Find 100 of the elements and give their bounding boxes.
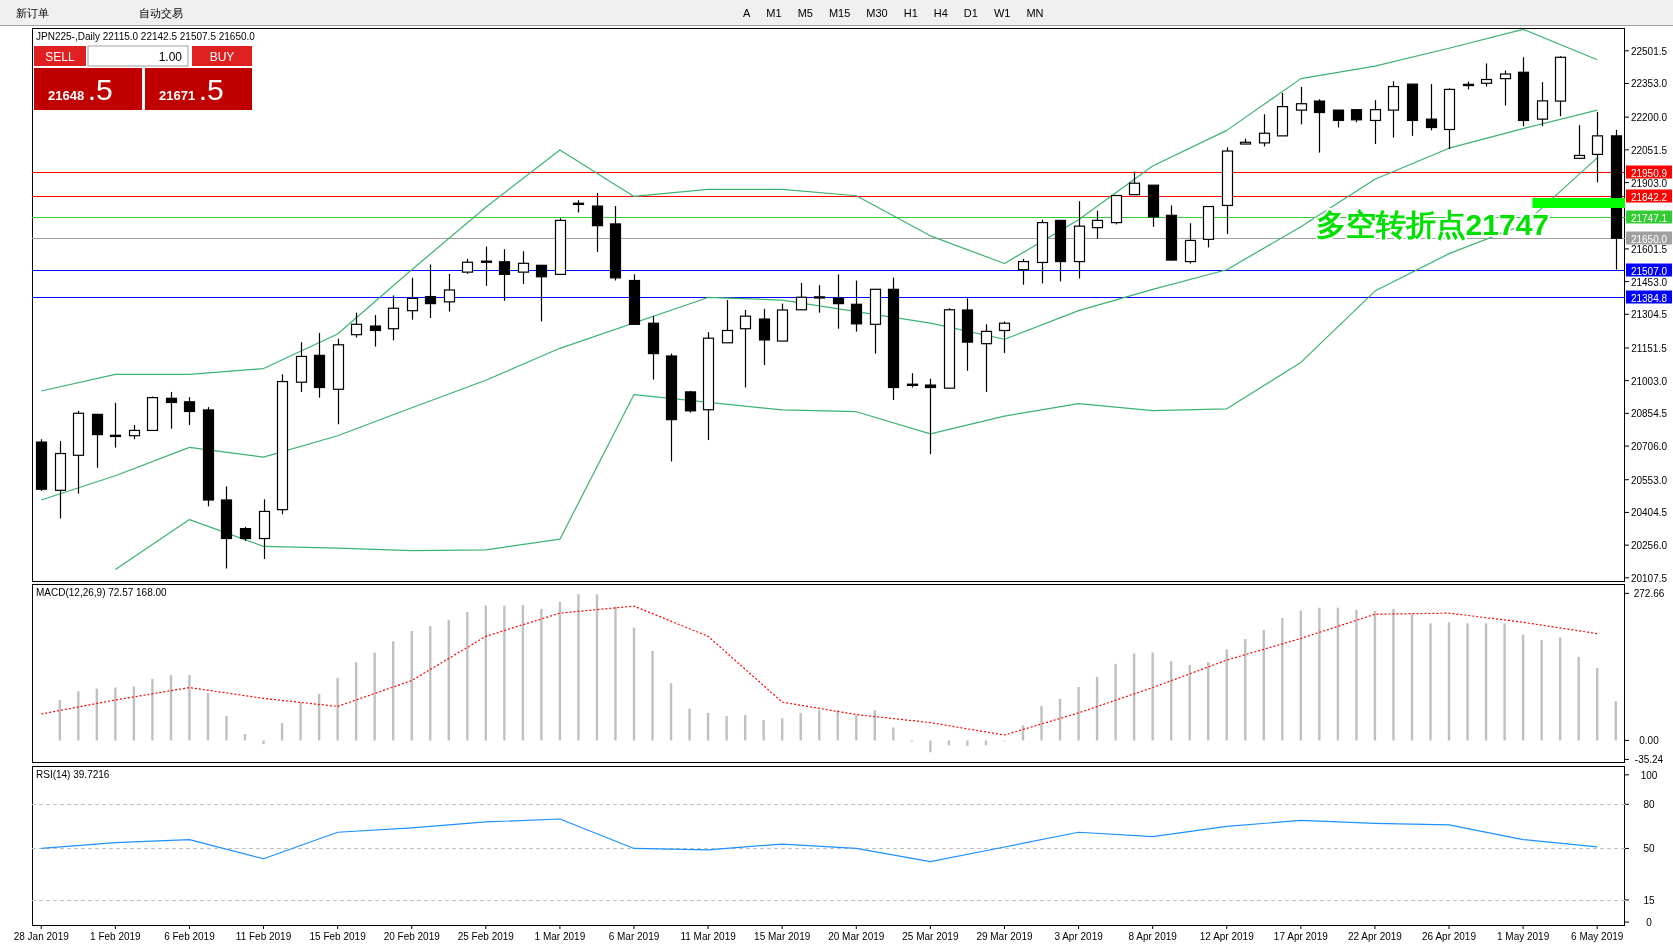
candlestick — [1536, 81, 1549, 127]
chart-title: RSI(14) 39.7216 — [36, 769, 110, 780]
text: M5 — [797, 7, 813, 19]
x-tick-label: 1 May 2019 — [1496, 931, 1550, 942]
annotation: BUY — [209, 50, 235, 64]
candlestick — [1313, 98, 1326, 154]
bar — [1040, 705, 1043, 741]
candlestick — [535, 264, 548, 323]
bar — [540, 608, 543, 741]
text: D1 — [963, 7, 978, 19]
bar — [614, 606, 617, 741]
ref-line-label: 21507.0 — [1630, 265, 1668, 277]
text: M30 — [866, 7, 888, 19]
candlestick — [1369, 99, 1382, 145]
bar — [762, 719, 765, 741]
bar — [929, 740, 932, 753]
y-tick-label: 272.66 — [1633, 588, 1665, 600]
bar — [688, 708, 691, 741]
text: 新订单 — [16, 7, 49, 19]
bar — [373, 652, 376, 741]
ref-line-label: 21842.2 — [1630, 191, 1668, 203]
bar — [188, 675, 191, 741]
x-tick-label: 6 Feb 2019 — [164, 931, 216, 942]
y-tick-label: 20854.5 — [1630, 408, 1668, 420]
candlestick — [387, 294, 400, 341]
y-tick-label: 22051.5 — [1630, 144, 1668, 156]
x-tick-label: 6 May 2019 — [1571, 931, 1624, 942]
line-series — [40, 605, 1598, 736]
candlestick — [406, 277, 419, 321]
candlestick — [758, 308, 771, 366]
y-tick-label: -35.24 — [1634, 754, 1664, 766]
candlestick — [424, 263, 437, 319]
y-tick-label: 21601.5 — [1630, 243, 1668, 255]
text: H4 — [933, 7, 948, 19]
bar — [892, 727, 895, 741]
y-tick-label: 20706.0 — [1630, 441, 1668, 453]
y-tick-label: 20256.0 — [1630, 540, 1668, 552]
x-tick-label: 28 Jan 2019 — [13, 931, 70, 942]
ref-line-label: 21950.9 — [1630, 167, 1668, 179]
text: A — [743, 7, 751, 19]
bar — [1503, 623, 1506, 741]
bar — [262, 740, 265, 745]
bar — [1466, 623, 1469, 741]
candlestick — [924, 378, 937, 455]
bar — [1577, 656, 1580, 741]
x-tick-label: 11 Mar 2019 — [680, 931, 737, 942]
annotation: 21671.5 — [159, 73, 224, 106]
candlestick — [721, 299, 734, 344]
text: H1 — [903, 7, 918, 19]
candlestick — [1573, 124, 1586, 159]
y-tick-label: 20404.5 — [1630, 507, 1668, 519]
candlestick — [1480, 62, 1493, 88]
candlestick — [832, 273, 845, 330]
y-tick-label: 15 — [1643, 894, 1655, 906]
y-tick-label: 20553.0 — [1630, 474, 1668, 486]
chart-title: MACD(12,26,9) 72.57 168.00 — [36, 587, 168, 598]
candlestick — [795, 282, 808, 311]
x-tick-label: 11 Feb 2019 — [235, 931, 292, 942]
candlestick — [1591, 111, 1604, 183]
x-tick-label: 15 Mar 2019 — [754, 931, 811, 942]
candlestick — [350, 312, 363, 339]
candlestick — [739, 309, 752, 389]
bar — [651, 650, 654, 741]
bar — [114, 687, 117, 741]
bar — [1151, 652, 1154, 741]
bar — [77, 691, 80, 741]
y-tick-label: 0 — [1646, 917, 1653, 929]
bar — [1429, 623, 1432, 741]
candlestick — [1017, 258, 1030, 286]
candlestick — [850, 279, 863, 333]
y-tick-label: 20107.5 — [1630, 572, 1668, 584]
annotation: SELL — [45, 50, 75, 64]
bar — [225, 716, 228, 741]
text: W1 — [993, 7, 1011, 19]
text: M1 — [766, 7, 782, 19]
candlestick — [980, 323, 993, 393]
text: 自动交易 — [139, 7, 183, 19]
candlestick — [1258, 113, 1271, 148]
bar — [966, 740, 969, 746]
candlestick — [369, 314, 382, 348]
y-tick-label: 22353.0 — [1630, 78, 1668, 90]
candlestick — [165, 391, 178, 430]
bar — [577, 594, 580, 741]
x-tick-label: 8 Apr 2019 — [1128, 931, 1178, 942]
bar — [725, 716, 728, 741]
y-tick-label: 21003.0 — [1630, 375, 1668, 387]
candlestick — [1387, 80, 1400, 139]
candlestick — [183, 396, 196, 426]
candlestick — [91, 413, 104, 469]
x-tick-label: 20 Feb 2019 — [383, 931, 441, 942]
y-tick-label: 21453.0 — [1630, 276, 1668, 288]
y-tick-label: 50 — [1643, 843, 1655, 855]
x-tick-label: 25 Feb 2019 — [457, 931, 515, 942]
y-tick-label: 100 — [1640, 769, 1658, 781]
ref-line-label: 21650.0 — [1630, 233, 1668, 245]
candlestick — [443, 273, 456, 313]
candlestick — [1128, 170, 1141, 196]
x-tick-label: 29 Mar 2019 — [976, 931, 1033, 942]
bar — [503, 605, 506, 741]
x-tick-label: 1 Mar 2019 — [534, 931, 586, 942]
